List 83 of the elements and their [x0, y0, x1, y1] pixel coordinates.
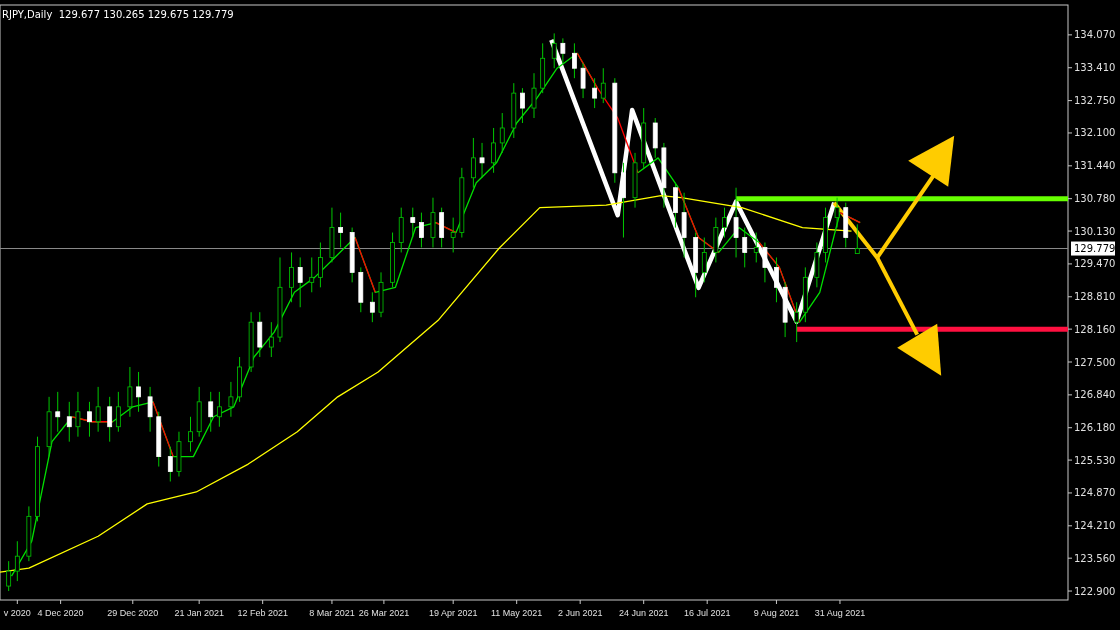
- y-tick-label: 132.750: [1074, 95, 1116, 107]
- candlestick: [289, 251, 294, 303]
- y-tick-label: 130.780: [1074, 193, 1116, 205]
- candlestick: [87, 401, 92, 438]
- candlestick: [297, 256, 303, 308]
- candlestick: [753, 232, 759, 263]
- candlestick: [701, 237, 707, 283]
- candlestick: [136, 371, 141, 413]
- candlestick: [450, 217, 456, 253]
- candlestick: [834, 197, 840, 229]
- candlestick: [794, 301, 800, 343]
- y-tick-label: 125.530: [1074, 454, 1116, 466]
- y-tick-label: 128.160: [1074, 323, 1116, 335]
- candlestick: [127, 366, 133, 418]
- candlestick: [592, 77, 598, 109]
- ref-line-label: 129.779: [1074, 243, 1116, 255]
- x-tick-label: 2 Jun 2021: [557, 608, 603, 618]
- candlestick: [14, 540, 20, 582]
- candlestick: [188, 416, 193, 453]
- candlestick: [55, 391, 61, 433]
- candlestick: [167, 446, 173, 482]
- y-tick-label: 130.130: [1074, 225, 1116, 237]
- candlestick: [107, 396, 113, 443]
- chart-title: RJPY,Daily 129.677 130.265 129.675 129.779: [2, 9, 234, 20]
- x-tick-label: 29 Dec 2020: [107, 608, 159, 618]
- x-tick-label: 26 Mar 2021: [358, 608, 410, 618]
- candlestick: [6, 560, 12, 592]
- candlestick: [774, 256, 779, 303]
- candlestick: [309, 256, 315, 293]
- x-tick-label: v 2020: [3, 608, 31, 618]
- y-tick-label: 123.560: [1074, 552, 1116, 564]
- candlestick: [491, 127, 496, 174]
- candlestick: [854, 223, 860, 255]
- candlestick: [762, 242, 768, 283]
- candlestick: [208, 391, 214, 433]
- candlestick: [66, 401, 72, 443]
- candlestick: [147, 386, 153, 433]
- x-tick-label: 4 Dec 2020: [37, 608, 84, 618]
- candlestick: [419, 212, 424, 248]
- y-tick-label: 129.470: [1074, 258, 1116, 270]
- candlestick: [75, 391, 81, 438]
- y-tick-label: 128.810: [1074, 291, 1116, 303]
- candlestick: [551, 32, 557, 69]
- x-tick-label: 16 Jul 2021: [683, 608, 731, 618]
- candlestick: [268, 321, 274, 358]
- y-tick-label: 124.210: [1074, 520, 1116, 532]
- y-tick-label: 127.500: [1074, 356, 1116, 368]
- candlestick: [216, 391, 222, 428]
- y-tick-label: 126.840: [1074, 389, 1116, 401]
- y-tick-label: 122.900: [1074, 585, 1116, 597]
- candlestick: [600, 67, 606, 104]
- candlestick: [531, 72, 537, 119]
- x-tick-label: 8 Mar 2021: [309, 608, 355, 618]
- y-tick-label: 124.870: [1074, 487, 1116, 499]
- y-tick-label: 133.410: [1074, 62, 1116, 74]
- x-tick-label: 31 Aug 2021: [814, 608, 866, 618]
- candlestick: [479, 142, 485, 179]
- candlestick: [338, 212, 344, 248]
- candlestick: [115, 391, 121, 433]
- candlestick: [722, 207, 727, 239]
- candlestick: [580, 62, 586, 99]
- candlestick: [742, 227, 748, 268]
- candlestick: [410, 207, 416, 239]
- candlestick: [733, 187, 739, 258]
- y-tick-label: 134.070: [1074, 29, 1116, 41]
- y-tick-label: 131.440: [1074, 160, 1116, 172]
- x-tick-label: 11 May 2021: [490, 608, 543, 618]
- x-tick-label: 21 Jan 2021: [174, 608, 224, 618]
- candlestick: [499, 112, 505, 154]
- candlestick: [228, 381, 234, 418]
- x-tick-label: 24 Jun 2021: [618, 608, 669, 618]
- x-tick-label: 19 Apr 2021: [428, 608, 478, 618]
- candlestick: [318, 242, 323, 288]
- x-tick-label: 12 Feb 2021: [237, 608, 288, 618]
- y-tick-label: 126.180: [1074, 422, 1116, 434]
- candlestick: [470, 137, 476, 189]
- candlestick: [369, 291, 375, 323]
- line-series: [0, 195, 853, 573]
- candlestick: [95, 386, 101, 433]
- candlestick: [572, 42, 577, 79]
- x-tick-label: 9 Aug 2021: [753, 608, 800, 618]
- candlestick: [520, 87, 525, 124]
- y-tick-label: 132.100: [1074, 127, 1116, 139]
